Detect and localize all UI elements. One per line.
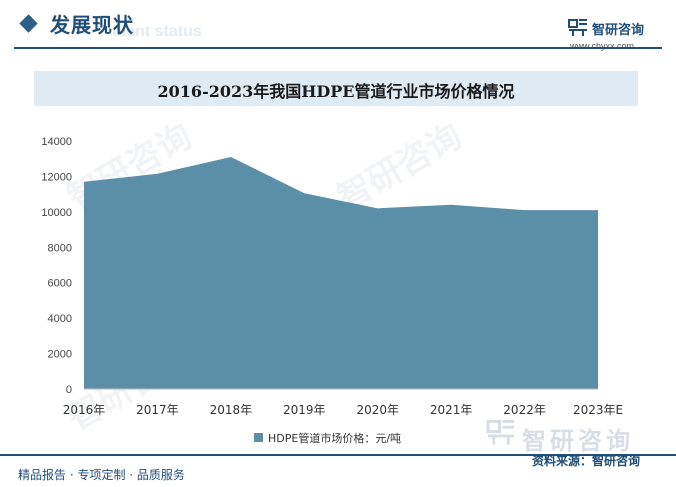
y-tick-label: 8000 — [48, 242, 72, 254]
section-subtitle: ment status — [112, 23, 202, 40]
header: ment status 发展现状 智研咨询 www.chyxx.com — [0, 0, 676, 60]
y-tick-label: 4000 — [48, 313, 72, 325]
plot-area — [83, 156, 599, 389]
legend-swatch — [254, 433, 263, 442]
chart-title-box: 2016-2023年我国HDPE管道行业市场价格情况 — [34, 71, 638, 106]
brand-logo-icon — [568, 19, 587, 36]
chart-title: 2016-2023年我国HDPE管道行业市场价格情况 — [157, 82, 515, 101]
area-series — [84, 156, 598, 389]
x-axis: 2016年 2017年 2018年 2019年 2020年 2021年 2022年 2023年… — [63, 388, 623, 417]
x-tick-label: 2022年 — [503, 403, 546, 417]
legend-label: HDPE管道市场价格：元/吨 — [268, 431, 401, 445]
footer-divider — [0, 454, 676, 456]
x-tick-label: 2016年 — [63, 403, 106, 417]
brand-name: 智研咨询 — [592, 23, 645, 38]
brand-url: www.chyxx.com — [570, 41, 635, 51]
x-tick-label: 2023年E — [573, 403, 623, 417]
data-source: 资料来源：智研咨询 — [532, 454, 641, 468]
watermark-brand-name: 智研咨询 — [522, 427, 634, 455]
legend: HDPE管道市场价格：元/吨 — [254, 431, 401, 445]
x-tick-label: 2017年 — [136, 403, 179, 417]
watermark-logo-icon — [486, 420, 514, 445]
y-tick-label: 0 — [66, 384, 72, 396]
y-tick-label: 6000 — [48, 278, 72, 290]
x-tick-label: 2018年 — [210, 403, 253, 417]
x-tick-label: 2021年 — [430, 403, 473, 417]
y-axis: 0 2000 4000 6000 8000 10000 12000 14000 — [41, 136, 72, 396]
y-tick-label: 12000 — [41, 171, 72, 183]
footer-tagline: 精品报告 · 专项定制 · 品质服务 — [18, 468, 185, 482]
section-title: 发展现状 — [50, 13, 134, 37]
header-divider — [14, 47, 662, 49]
y-tick-label: 10000 — [41, 207, 72, 219]
x-tick-label: 2019年 — [283, 403, 326, 417]
y-tick-label: 2000 — [48, 349, 72, 361]
x-tick-label: 2020年 — [356, 403, 399, 417]
y-tick-label: 14000 — [41, 136, 72, 148]
